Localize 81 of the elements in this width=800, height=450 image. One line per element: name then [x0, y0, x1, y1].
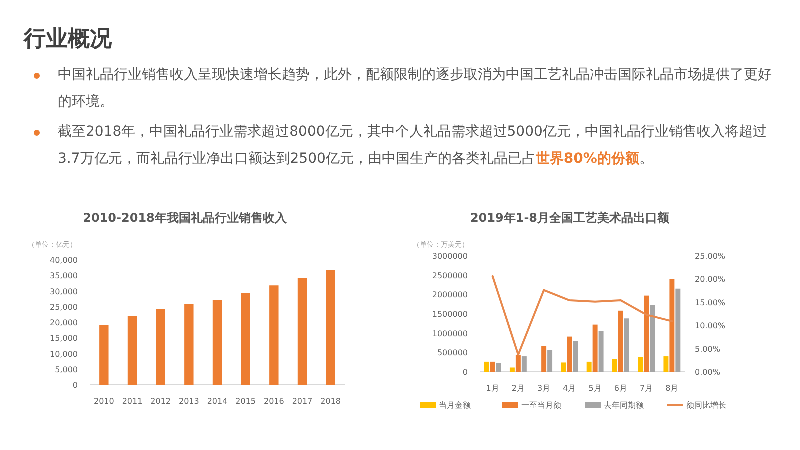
- text: 中国礼品行业销售收入呈现快速增长趋势，此外，配额限制的逐步取消为中国工艺礼品冲击国际礼品市场提供了更好的环境。: [58, 67, 772, 110]
- x-tick-label: 2010: [94, 397, 114, 406]
- bar: [184, 304, 194, 385]
- y-tick-label: 15,000: [50, 334, 78, 344]
- x-tick-label: 2011: [122, 397, 143, 406]
- x-tick-label: 2015: [236, 397, 256, 406]
- y-tick-label: 30,000: [50, 287, 78, 296]
- y2-tick-label: 20.00%: [695, 275, 726, 284]
- y-tick-label: 0: [72, 381, 78, 390]
- bar: [592, 324, 598, 372]
- x-tick-label: 8月: [666, 384, 679, 393]
- bar: [598, 331, 604, 372]
- x-tick-label: 2016: [264, 397, 284, 406]
- bar: [612, 359, 618, 372]
- y2-tick-label: 0.00%: [695, 368, 721, 377]
- bar: [670, 279, 675, 372]
- legend-label: 一至当月额: [522, 401, 562, 410]
- bar: [326, 270, 336, 385]
- text: 行业概况: [24, 26, 112, 54]
- bar: [650, 305, 656, 372]
- x-tick-label: 2018: [320, 397, 342, 406]
- bar: [270, 286, 279, 385]
- bar: [241, 293, 250, 385]
- bar: [128, 316, 138, 385]
- text: 截至2018年，中国礼品行业需求超过8000亿元，其中个人礼品需求超过5000亿元，中国礼品行业销售收入将超过3.7万亿元，而礼品行业净出口额达到2500亿元，由中国生产的各类礼品已占世界80%的份额。: [58, 124, 767, 167]
- bar: [212, 300, 222, 385]
- x-tick-label: 1月: [486, 384, 500, 393]
- bar: [573, 341, 578, 372]
- bar: [664, 356, 669, 372]
- chart-title: 2019年1-8月全国工艺美术品出口额: [470, 211, 671, 225]
- x-tick-label: 2017: [292, 397, 313, 406]
- bar: [484, 362, 490, 372]
- legend-label: 额同比增长: [686, 401, 726, 410]
- y-tick-label: 5,000: [55, 365, 78, 374]
- bar: [298, 278, 308, 385]
- chart-title: 2010-2018年我国礼品行业销售收入: [83, 211, 288, 225]
- legend-label: 当月金额: [439, 401, 471, 410]
- bar: [542, 346, 547, 372]
- bar: [100, 325, 109, 385]
- bar: [618, 310, 624, 372]
- y2-tick-label: 25.00%: [695, 252, 726, 261]
- y-tick-label: 40,000: [50, 256, 78, 265]
- bar: [156, 309, 166, 385]
- x-tick-label: 3月: [538, 384, 551, 393]
- y-tick-label: 0: [462, 368, 468, 377]
- y-tick-label: 3000000: [432, 252, 468, 261]
- bar: [676, 288, 681, 372]
- y2-tick-label: 10.00%: [695, 322, 726, 331]
- y-tick-label: 1500000: [432, 310, 468, 319]
- x-tick-label: 6月: [614, 384, 628, 393]
- bar: [548, 350, 553, 372]
- x-tick-label: 5月: [588, 384, 602, 393]
- bar: [561, 362, 566, 372]
- y-tick-label: 20,000: [50, 318, 78, 328]
- y2-tick-label: 5.00%: [695, 344, 721, 354]
- x-tick-label: 4月: [563, 384, 576, 393]
- bar: [490, 362, 496, 372]
- y-tick-label: 500000: [437, 348, 468, 358]
- y-tick-label: 2000000: [432, 290, 468, 300]
- line-series: [492, 275, 674, 356]
- bar: [522, 356, 527, 372]
- bar: [516, 354, 521, 372]
- x-tick-label: 2014: [207, 397, 228, 406]
- y-tick-label: 10,000: [50, 350, 78, 359]
- bar: [586, 362, 592, 372]
- y-tick-label: 25,000: [50, 302, 78, 312]
- bar: [510, 368, 515, 372]
- legend-label: 去年同期额: [604, 401, 644, 410]
- bar: [644, 296, 650, 372]
- y-tick-label: 2500000: [432, 271, 468, 280]
- x-tick-label: 2月: [512, 384, 525, 393]
- y-tick-label: 1000000: [432, 329, 468, 338]
- y-tick-label: 35,000: [50, 272, 78, 281]
- bar: [638, 357, 644, 372]
- x-tick-label: 2012: [150, 397, 172, 406]
- bar: [624, 318, 630, 372]
- x-tick-label: 7月: [640, 384, 654, 393]
- y2-tick-label: 15.00%: [695, 298, 726, 308]
- bar: [496, 363, 502, 372]
- bar: [567, 336, 572, 372]
- x-tick-label: 2013: [178, 397, 200, 406]
